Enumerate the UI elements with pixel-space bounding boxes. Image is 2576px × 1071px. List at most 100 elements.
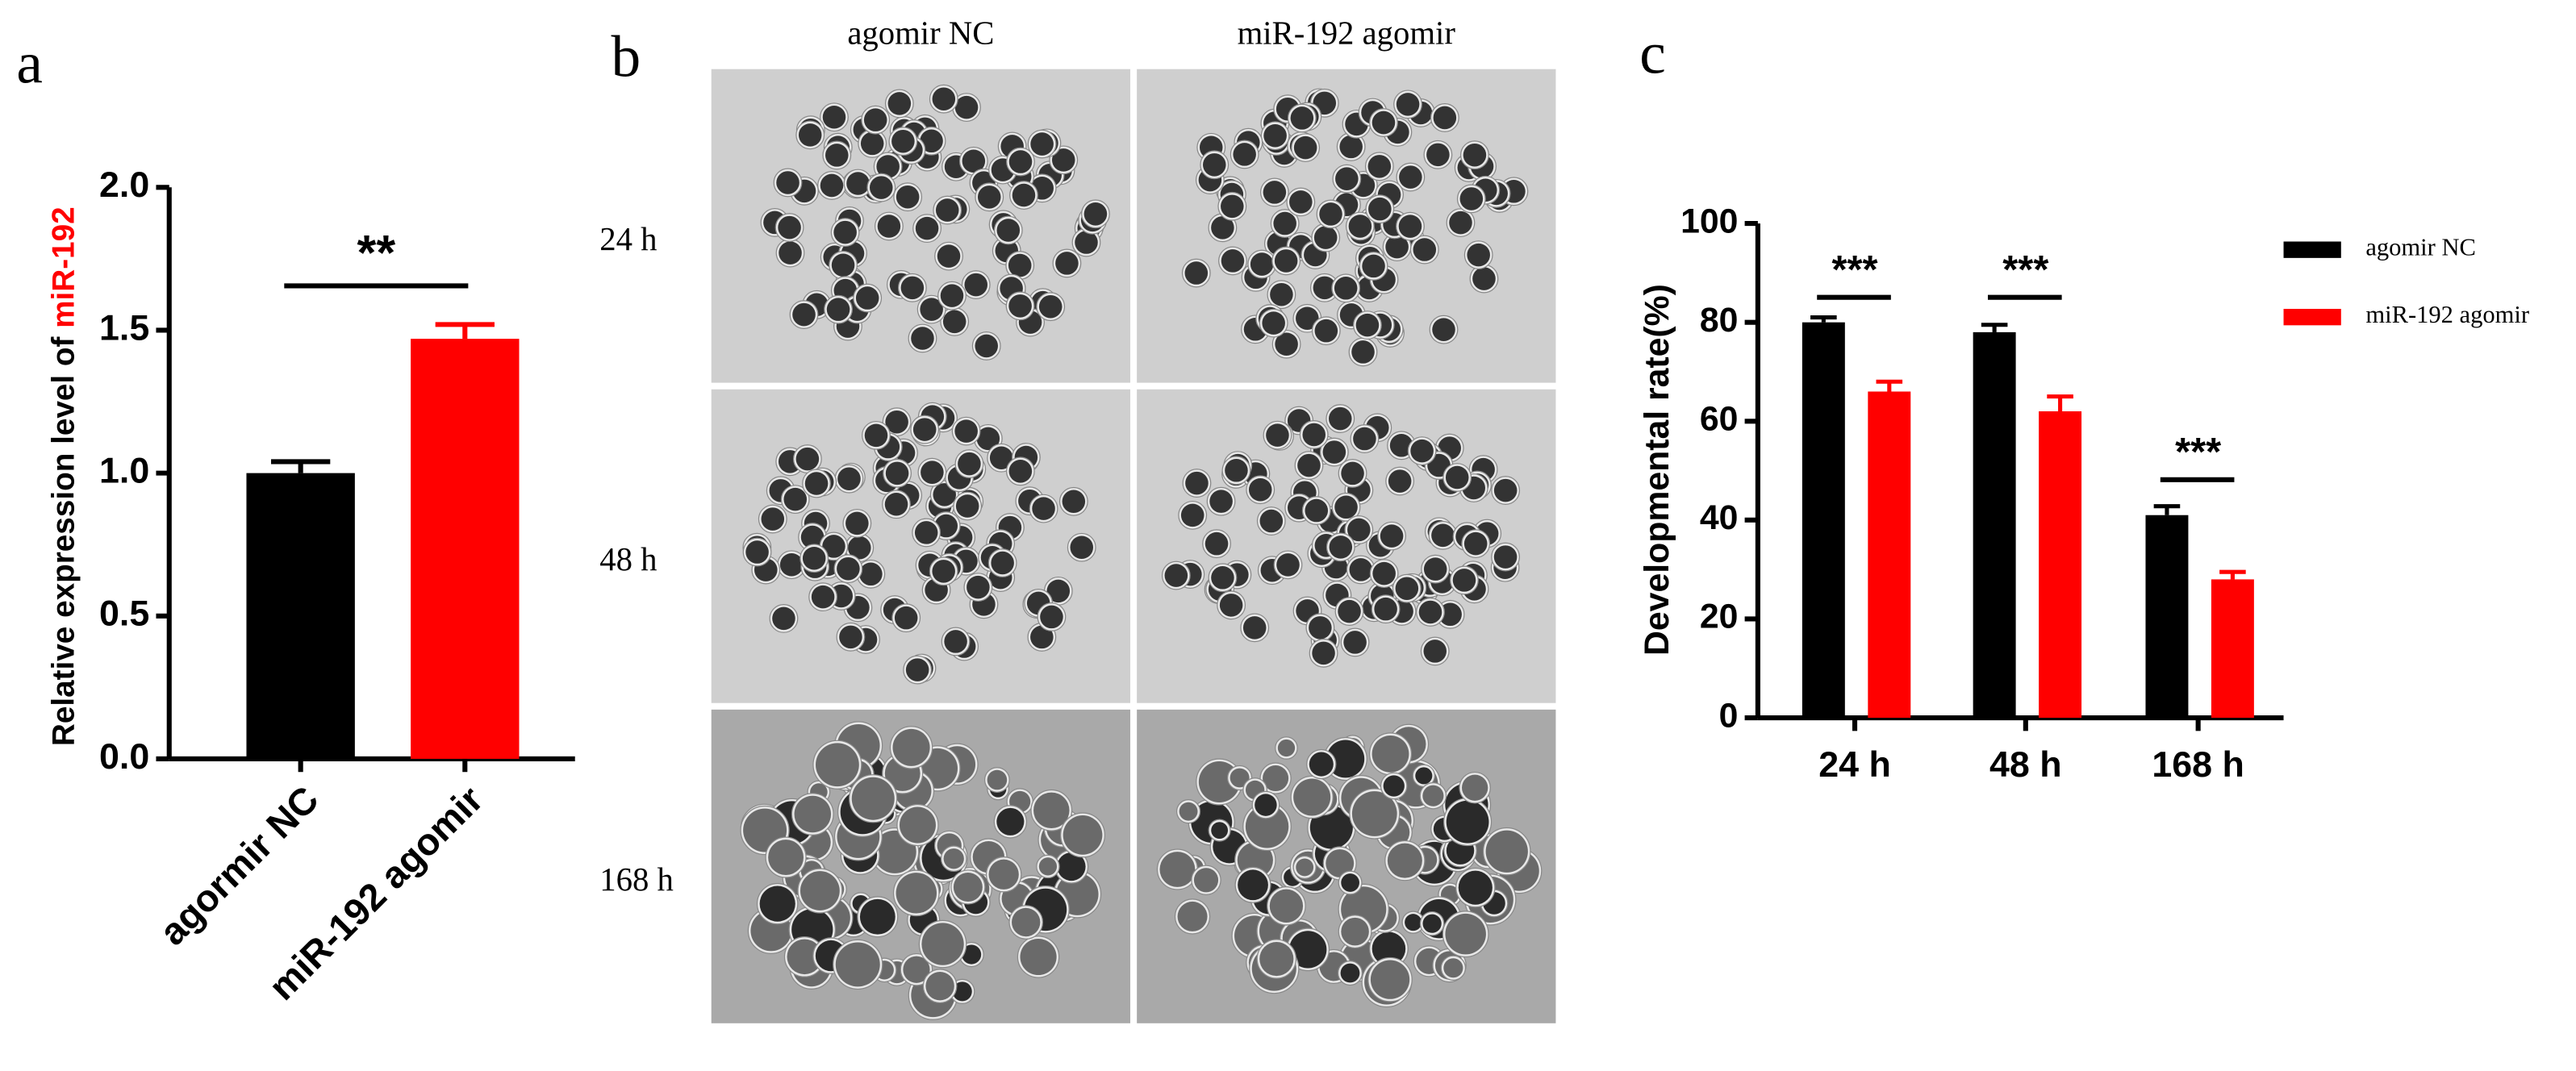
legend-swatch [2283,308,2341,326]
embryo-core [885,410,908,434]
embryo-core [1343,631,1367,654]
embryo-core [1388,469,1412,493]
embryo-core [887,92,912,115]
bar [246,473,355,759]
embryo-core [800,871,840,911]
embryo-core [987,769,1008,790]
legend-label: agomir NC [2365,234,2476,261]
embryo-core [1418,600,1442,624]
embryo-core [932,560,955,583]
embryo-core [925,971,954,1001]
embryo-core [1405,914,1422,931]
embryo-core [837,467,861,490]
embryo-core [1184,261,1209,285]
embryo-core [1452,569,1476,592]
embryo-core [845,511,869,536]
embryo-core [837,556,860,581]
y-tick-label: 2.0 [99,165,149,205]
embryo-core [802,546,826,570]
embryo-core [1355,313,1380,337]
embryo-core [1322,440,1346,464]
embryo-core [1263,123,1287,148]
embryo-core [937,244,961,268]
embryo-core [1274,249,1298,273]
embryo-core [1269,889,1304,923]
embryo-core [903,956,930,983]
embryo-core [1339,135,1363,159]
embryo-core [798,123,822,147]
embryo-core [839,625,862,649]
embryo-core [1209,490,1233,513]
embryo-core [1367,155,1392,178]
legend-label: miR-192 agomir [2365,301,2529,328]
panel-label: c [1639,20,1666,85]
embryo-core [1263,181,1287,204]
embryo-core [1296,306,1319,331]
embryo-core [1389,434,1413,457]
embryo-core [1038,857,1058,876]
embryo-core [772,606,795,631]
embryo-core [1319,202,1342,226]
embryo-core [1374,597,1397,621]
embryo-core [943,848,964,869]
embryo-core [911,327,934,350]
embryo-core [1372,931,1406,966]
embryo-core [811,585,835,609]
embryo-core [1463,531,1488,556]
embryo-core [863,108,887,131]
embryo-core [1270,282,1293,306]
embryo-core [896,185,920,209]
embryo-core [1329,406,1352,431]
embryo-core [975,334,998,358]
embryo-core [783,487,807,511]
embryo-core [1370,960,1410,999]
bar [2211,579,2254,719]
embryo-core [1250,252,1274,276]
micrograph [1137,69,1556,383]
embryo-core [776,171,800,194]
embryo-core [826,298,850,321]
embryo-core [896,873,937,914]
embryo-core [991,551,1014,575]
embryo-core [1347,518,1371,542]
embryo-core [1008,253,1032,277]
embryo-core [1380,524,1404,548]
embryo-core [1445,913,1486,955]
embryo-core [1203,153,1226,177]
embryo-core [954,419,978,443]
embryo-core [967,575,990,599]
embryo-core [1221,194,1244,219]
embryo-core [977,185,1001,209]
embryo-core [768,840,804,875]
embryo-core [1046,579,1071,603]
embryo-core [1290,106,1314,130]
embryo-core [1055,252,1079,275]
embryo-core [1313,226,1338,249]
significance-label: *** [1832,248,1878,292]
embryo-core [1030,132,1054,156]
embryo-core [921,923,964,965]
bar [1973,331,2016,719]
embryo-core [1368,197,1392,221]
bar [1802,322,1845,719]
embryo-core [864,423,888,448]
embryo-core [1038,294,1063,319]
embryo-core [1423,557,1447,581]
embryo-core [1259,941,1294,977]
y-tick-label: 1.0 [99,450,149,490]
y-tick-label: 0.5 [99,594,149,634]
embryo-core [1341,917,1369,946]
embryo-core [876,155,900,178]
embryo-core [1385,235,1409,259]
embryo-core [1179,802,1198,821]
embryo-core [962,149,986,173]
embryo-core [932,87,956,110]
embryo-core [894,606,918,630]
embryo-core [1443,958,1463,978]
embryo-core [892,728,930,766]
embryo-core [1297,453,1321,477]
significance-label: ** [357,225,396,280]
y-tick-label: 1.5 [99,307,149,348]
embryo-core [964,273,988,297]
embryo-core [1438,602,1462,627]
